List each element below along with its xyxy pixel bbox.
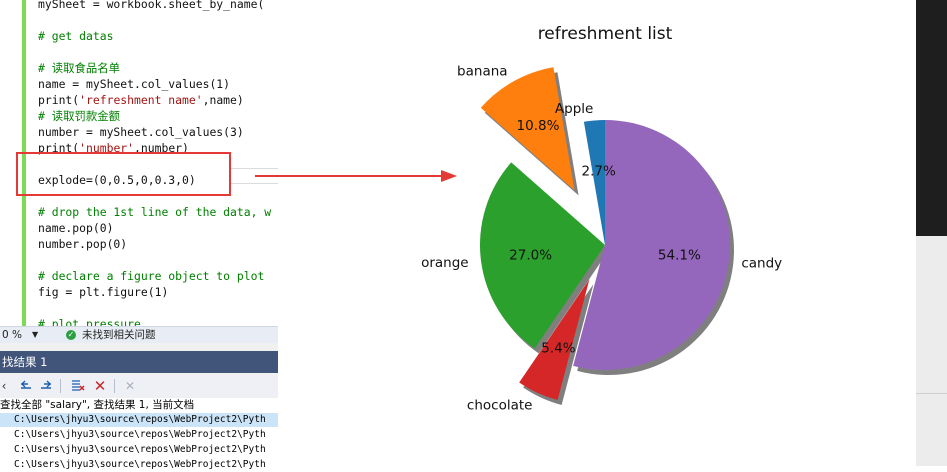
- code-line[interactable]: # 读取罚款金额: [38, 108, 120, 124]
- code-line[interactable]: mySheet = workbook.sheet_by_name(: [38, 0, 264, 12]
- result-row[interactable]: C:\Users\jhyu3\source\repos\WebProject2\…: [0, 413, 278, 427]
- toolbar-separator: [114, 379, 115, 393]
- code-token: name = mySheet.col_values(1): [38, 77, 231, 91]
- code-line[interactable]: number.pop(0): [38, 236, 127, 252]
- annotation-arrow: [255, 170, 457, 182]
- code-token: number.pop(0): [38, 237, 128, 251]
- code-line[interactable]: number = mySheet.col_values(3): [38, 124, 244, 140]
- pie-slice-chocolate: [519, 279, 590, 401]
- code-line[interactable]: name.pop(0): [38, 220, 113, 236]
- background-window: [916, 0, 947, 236]
- pie-percent-label: 54.1%: [658, 248, 701, 264]
- pie-percent-label: 5.4%: [541, 340, 575, 356]
- close-icon[interactable]: ✕: [93, 377, 107, 395]
- code-token: print(: [38, 93, 80, 107]
- code-token: ,name): [202, 93, 244, 107]
- code-comment: # 读取罚款金额: [38, 109, 121, 123]
- code-line[interactable]: # get datas: [38, 28, 113, 44]
- pie-slice-banana: [480, 67, 575, 191]
- code-line[interactable]: name = mySheet.col_values(1): [38, 76, 230, 92]
- code-token: number = mySheet.col_values(3): [38, 125, 244, 139]
- code-line[interactable]: # 读取食品名单: [38, 60, 120, 76]
- pie-category-label: banana: [457, 63, 508, 79]
- code-line[interactable]: print('number',number): [38, 140, 189, 156]
- code-string: 'number': [79, 141, 135, 155]
- panel-toolbar: ‹ ✕ ✕: [0, 375, 278, 397]
- pie-slice-Apple: [583, 120, 605, 245]
- code-line[interactable]: fig = plt.figure(1): [38, 284, 168, 300]
- result-row[interactable]: C:\Users\jhyu3\source\repos\WebProject2\…: [14, 459, 266, 470]
- matplotlib-figure-window: refreshment list 2.7% Apple 10.8% banana 27.…: [278, 0, 916, 466]
- code-comment: # plot pressure: [38, 317, 141, 326]
- code-token: ,number): [134, 141, 189, 155]
- zoom-dropdown-icon[interactable]: ▼: [32, 330, 39, 339]
- code-string: 'refreshment name': [79, 93, 203, 107]
- go-to-previous-result-icon[interactable]: [18, 378, 34, 394]
- panel-title: 找结果 1: [0, 351, 278, 373]
- previous-icon[interactable]: ‹: [1, 379, 7, 393]
- pie-category-label: candy: [741, 256, 782, 272]
- code-token: print(: [38, 141, 80, 155]
- pie-percent-label: 10.8%: [517, 118, 560, 134]
- current-line-indicator: [230, 168, 278, 184]
- code-line[interactable]: print('refreshment name',name): [38, 92, 244, 108]
- code-comment: # get datas: [38, 29, 114, 43]
- pie-percent-label: 27.0%: [509, 247, 552, 263]
- issues-status-text: 未找到相关问题: [82, 329, 156, 341]
- check-icon: ✓: [66, 330, 76, 340]
- code-comment: # 读取食品名单: [38, 61, 121, 75]
- stop-search-icon[interactable]: ✕: [124, 379, 136, 393]
- result-row[interactable]: C:\Users\jhyu3\source\repos\WebProject2\…: [14, 429, 266, 440]
- clear-list-icon[interactable]: [70, 378, 86, 394]
- zoom-level[interactable]: 0 %: [2, 329, 22, 341]
- chart-title: refreshment list: [538, 24, 673, 44]
- find-summary: 查找全部 "salary", 查找结果 1, 当前文档: [0, 399, 195, 411]
- code-line[interactable]: explode=(0,0.5,0,0.3,0): [38, 172, 196, 188]
- code-line[interactable]: # plot pressure: [38, 316, 141, 326]
- code-comment: # declare a figure object to plot: [38, 269, 265, 283]
- code-line[interactable]: # drop the 1st line of the data, w: [38, 204, 271, 220]
- find-results-panel: 找结果 1 ‹ ✕ ✕ 查找全部 "salary", 查找结果 1, 当前文档 …: [0, 343, 278, 470]
- code-editor[interactable]: mySheet = workbook.sheet_by_name( # get d…: [0, 0, 278, 326]
- pie-category-label: Apple: [555, 101, 593, 117]
- find-results-list: 查找全部 "salary", 查找结果 1, 当前文档 C:\Users\jhy…: [0, 398, 278, 470]
- background-divider: [916, 393, 947, 394]
- code-token: name.pop(0): [38, 221, 114, 235]
- code-token: explode=(0,0.5,0,0.3,0): [38, 173, 196, 187]
- pie-category-label: chocolate: [467, 397, 533, 413]
- code-line[interactable]: # declare a figure object to plot: [38, 268, 264, 284]
- code-token: mySheet = workbook.sheet_by_name(: [38, 0, 265, 11]
- code-token: fig = plt.figure(1): [38, 285, 169, 299]
- annotation-highlight-box: [16, 152, 231, 196]
- pie-slice-candy: [573, 120, 730, 370]
- change-indicator-bar: [22, 0, 26, 326]
- pie-percent-label: 2.7%: [581, 163, 615, 179]
- editor-status-bar: 0 % ▼ ✓ 未找到相关问题: [0, 326, 278, 343]
- code-comment: # drop the 1st line of the data, w: [38, 205, 272, 219]
- pie-category-label: orange: [421, 255, 469, 271]
- pie-slice-orange: [479, 162, 605, 349]
- result-row[interactable]: C:\Users\jhyu3\source\repos\WebProject2\…: [14, 444, 266, 455]
- go-to-next-result-icon[interactable]: [38, 378, 54, 394]
- toolbar-separator: [60, 379, 61, 393]
- background-window: [916, 236, 947, 466]
